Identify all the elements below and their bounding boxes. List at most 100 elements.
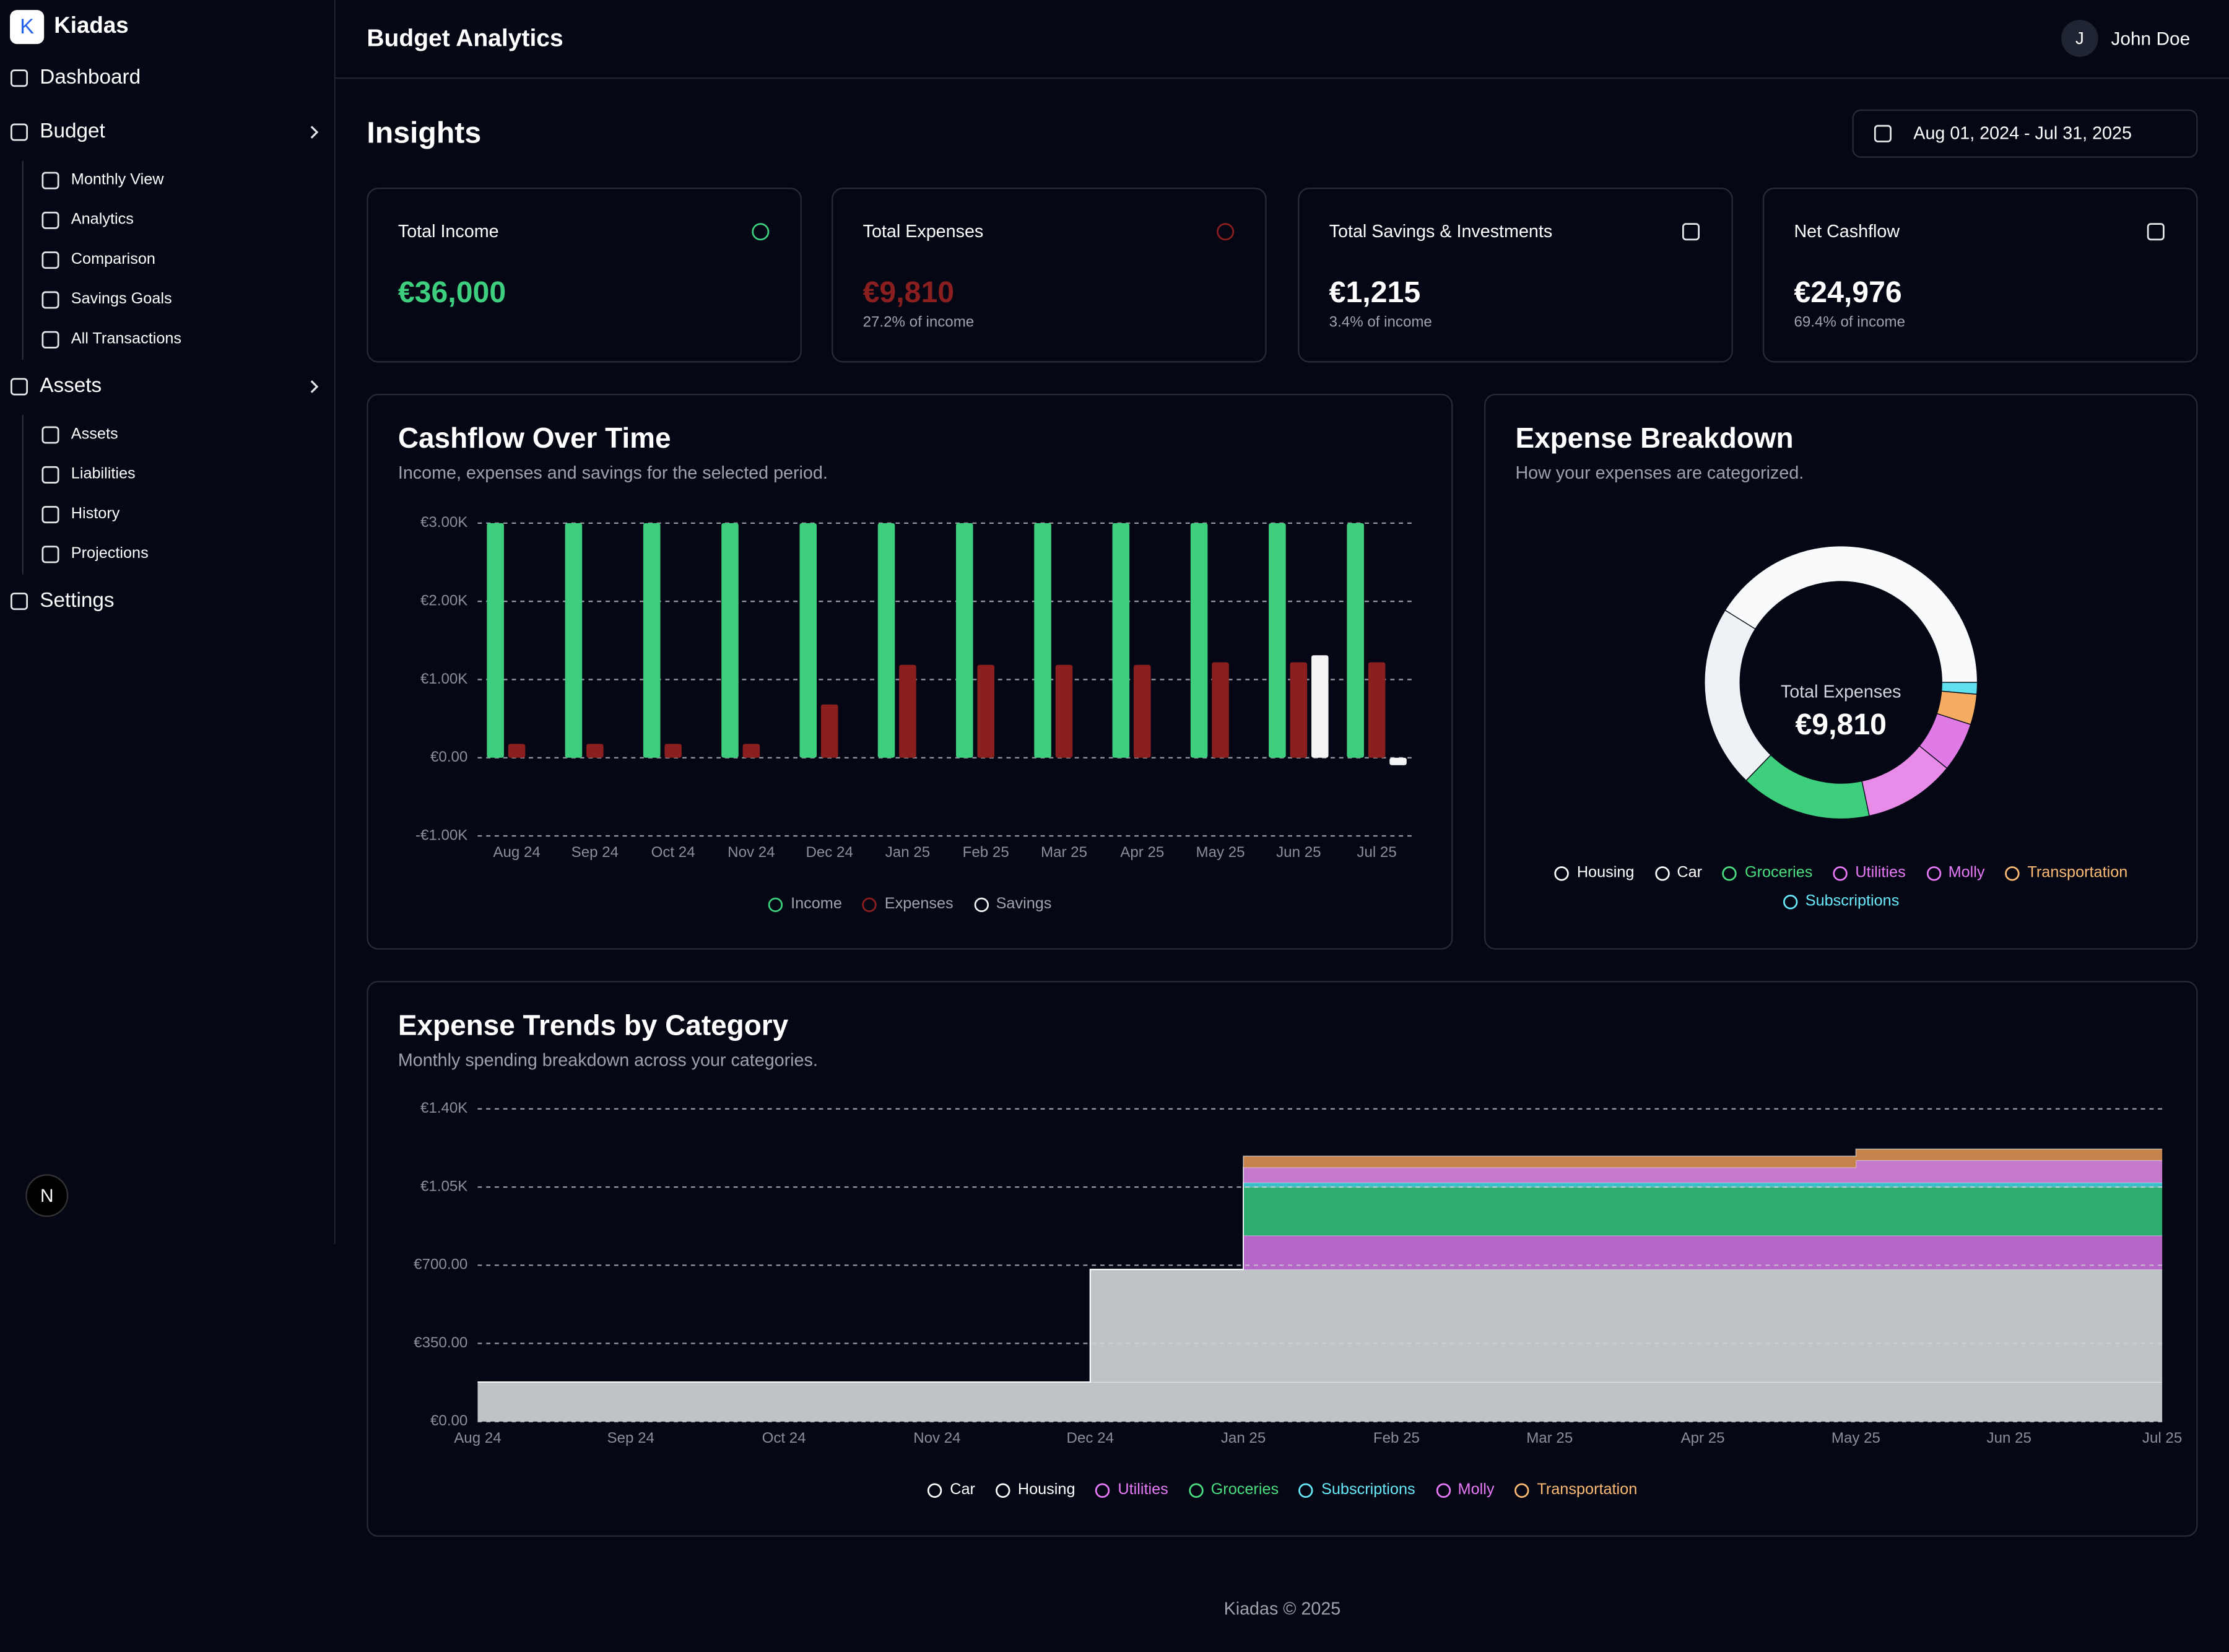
user-name[interactable]: John Doe xyxy=(2111,27,2191,50)
legend-label: Groceries xyxy=(1744,864,1813,882)
icon xyxy=(41,466,59,484)
x-tick-label: Oct 24 xyxy=(762,1430,806,1447)
legend-swatch xyxy=(1833,865,1848,880)
footer: Kiadas © 2025 xyxy=(1223,1599,1341,1619)
stat-value: €1,215 xyxy=(1329,276,1421,310)
x-tick-label: Aug 24 xyxy=(493,844,541,861)
legend-icon xyxy=(1654,865,1669,880)
legend-item: Housing xyxy=(1554,864,1634,881)
bar xyxy=(977,664,994,758)
y-tick-label: €1.05K xyxy=(420,1178,468,1196)
icon xyxy=(1682,223,1700,241)
nav-subitem[interactable]: Assets xyxy=(71,425,118,443)
nav-item[interactable]: Assets xyxy=(40,375,102,398)
icon xyxy=(2147,223,2165,241)
icon xyxy=(10,378,28,396)
stat-note: 3.4% of income xyxy=(1329,313,1432,331)
nav-subitem[interactable]: All Transactions xyxy=(71,330,182,348)
x-tick-label: Mar 25 xyxy=(1040,844,1088,861)
legend-icon xyxy=(996,1482,1010,1497)
y-tick-label: €0.00 xyxy=(430,1412,468,1430)
x-tick-label: Jul 25 xyxy=(1357,844,1397,861)
bar xyxy=(1311,655,1329,758)
icon xyxy=(41,172,59,189)
stat-note: 27.2% of income xyxy=(862,313,975,331)
y-tick-label: -€1.00K xyxy=(415,827,468,845)
nav-subitem[interactable]: Comparison xyxy=(71,251,155,268)
legend-label: Expenses xyxy=(884,895,954,913)
nav-subitem[interactable]: Analytics xyxy=(71,211,134,228)
nav-subitem[interactable]: Savings Goals xyxy=(71,290,172,308)
panel xyxy=(367,393,1453,950)
legend-item: Subscriptions xyxy=(1783,893,1899,910)
date-picker[interactable] xyxy=(1852,109,2198,158)
legend-label: Groceries xyxy=(1210,1481,1279,1498)
y-tick-label: €3.00K xyxy=(420,514,468,532)
x-tick-label: Aug 24 xyxy=(454,1430,502,1447)
legend-label: Molly xyxy=(1458,1481,1495,1498)
legend-swatch xyxy=(1095,1482,1110,1497)
legend-swatch xyxy=(862,897,877,911)
legend-icon xyxy=(768,897,783,911)
bar xyxy=(565,523,583,758)
y-tick-label: €1.40K xyxy=(420,1100,468,1118)
legend-item: Car xyxy=(1654,864,1702,881)
nav-subitem[interactable]: Monthly View xyxy=(71,171,164,189)
legend-swatch xyxy=(1783,893,1798,909)
y-tick-label: €2.00K xyxy=(420,592,468,610)
x-tick-label: May 25 xyxy=(1831,1430,1880,1447)
legend-label: Income xyxy=(791,895,842,913)
stat-label: Net Cashflow xyxy=(1794,221,1900,241)
legend-item: Groceries xyxy=(1722,864,1813,882)
legend-label: Utilities xyxy=(1855,864,1906,882)
legend-icon xyxy=(1435,1482,1451,1497)
legend-swatch xyxy=(1299,1482,1314,1497)
bar xyxy=(742,744,760,758)
legend-item: Molly xyxy=(1435,1481,1495,1498)
nav-item[interactable]: Dashboard xyxy=(40,66,141,90)
icon xyxy=(1874,124,1892,142)
legend-icon xyxy=(1514,1482,1529,1497)
bar xyxy=(820,704,838,758)
chart-subtitle: How your expenses are categorized. xyxy=(1515,463,1804,484)
page-title: Budget Analytics xyxy=(367,25,563,52)
stat-card xyxy=(1298,188,1733,363)
logo xyxy=(10,10,45,45)
avatar[interactable] xyxy=(2061,20,2098,57)
legend-icon xyxy=(1095,1482,1110,1497)
dev-badge[interactable] xyxy=(25,1174,69,1217)
x-tick-label: Sep 24 xyxy=(571,844,619,861)
center-label: Total Expenses xyxy=(1780,682,1901,702)
nav-item[interactable]: Settings xyxy=(40,589,115,612)
x-tick-label: Dec 24 xyxy=(1066,1430,1114,1447)
brand: Kiadas xyxy=(54,14,129,38)
x-tick-label: Oct 24 xyxy=(651,844,695,861)
area xyxy=(477,1186,2163,1383)
nav-subitem[interactable]: History xyxy=(71,505,120,523)
y-tick-label: €350.00 xyxy=(414,1334,468,1352)
logo-letter: K xyxy=(20,15,35,40)
bar xyxy=(508,744,526,758)
legend-swatch xyxy=(768,897,783,911)
area xyxy=(477,1235,2163,1383)
nav-subitem[interactable]: Liabilities xyxy=(71,465,136,483)
legend: Housing Car Groceries Utilities Molly Transpo… xyxy=(1521,864,2161,910)
stat-value: €9,810 xyxy=(862,276,955,310)
bar xyxy=(643,523,661,758)
icon xyxy=(1217,223,1235,241)
bar xyxy=(877,523,895,758)
bar xyxy=(899,664,916,758)
x-tick-label: Sep 24 xyxy=(607,1430,654,1447)
bar xyxy=(487,523,504,758)
area xyxy=(477,1160,2163,1383)
x-tick-label: Jan 25 xyxy=(885,844,931,861)
stat-label: Total Expenses xyxy=(862,221,984,241)
legend-icon xyxy=(1299,1482,1314,1497)
nav-subitem[interactable]: Projections xyxy=(71,545,149,563)
bar xyxy=(1133,664,1151,758)
legend-label: Subscriptions xyxy=(1321,1481,1415,1498)
chart-subtitle: Income, expenses and savings for the sel… xyxy=(398,463,828,484)
x-tick-label: Nov 24 xyxy=(728,844,775,861)
legend-label: Utilities xyxy=(1118,1481,1168,1498)
nav-item[interactable]: Budget xyxy=(40,120,105,144)
